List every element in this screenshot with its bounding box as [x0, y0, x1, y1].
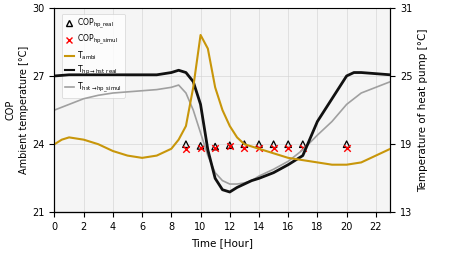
- Point: [197, 144, 204, 148]
- Point: [183, 142, 190, 146]
- Point: [270, 142, 277, 146]
- Point: [197, 146, 204, 150]
- Point: [212, 146, 219, 150]
- Point: [299, 142, 306, 146]
- X-axis label: Time [Hour]: Time [Hour]: [192, 238, 253, 248]
- Point: [299, 146, 306, 150]
- Y-axis label: Temperature of heat pump [°C]: Temperature of heat pump [°C]: [418, 28, 428, 192]
- Point: [241, 142, 248, 146]
- Y-axis label: COP: COP: [5, 100, 15, 120]
- Point: [212, 145, 219, 149]
- Point: [241, 146, 248, 150]
- Point: [343, 142, 350, 146]
- Point: [255, 142, 262, 146]
- Point: [285, 146, 292, 150]
- Point: [226, 144, 233, 148]
- Y-axis label: Ambient temperature [°C]: Ambient temperature [°C]: [20, 46, 30, 174]
- Point: [285, 142, 292, 146]
- Point: [343, 146, 350, 150]
- Point: [183, 147, 190, 151]
- Point: [226, 143, 233, 147]
- Point: [255, 146, 262, 150]
- Legend: COP$_{\mathregular{hp\_real}}$, COP$_{\mathregular{hp\_simul}}$, T$_{\mathregula: COP$_{\mathregular{hp\_real}}$, COP$_{\m…: [62, 14, 125, 98]
- Point: [270, 146, 277, 150]
